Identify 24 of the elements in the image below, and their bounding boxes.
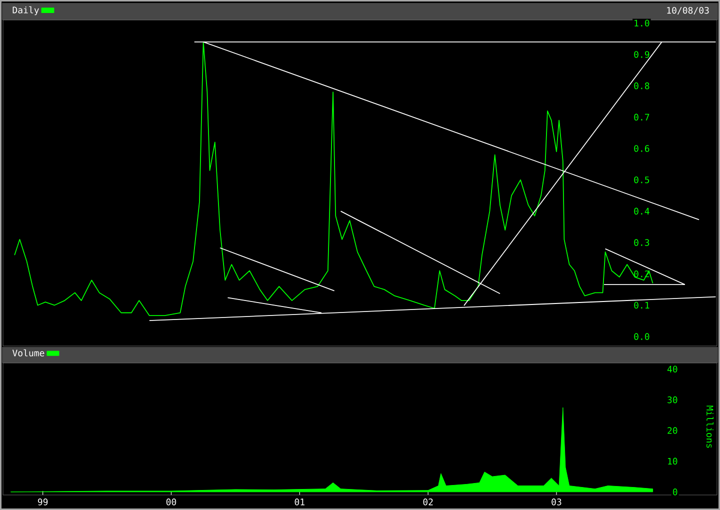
y-tick-label: 0.1: [634, 302, 650, 309]
y-tick-label: 0.7: [634, 114, 650, 121]
y-tick-label: 0.5: [634, 176, 650, 184]
x-tick-label: 01: [294, 498, 304, 506]
y-tick-label: 0.9: [634, 51, 650, 58]
y-tick-label: 0: [672, 488, 678, 496]
x-tick-label: 02: [423, 498, 433, 506]
y-tick-label: 0.4: [634, 208, 650, 215]
y-tick-label: 0.3: [634, 239, 650, 246]
x-tick-label: 00: [166, 498, 176, 506]
y-tick-label: 0.6: [634, 145, 650, 152]
y-axis-title: Millions: [706, 406, 714, 448]
y-tick-label: 20: [668, 427, 678, 434]
y-tick-label: 40: [667, 366, 678, 373]
x-tick-label: 03: [552, 498, 562, 506]
legend-label: Volume: [12, 349, 44, 356]
y-tick-label: 0.0: [634, 333, 650, 340]
y-tick-label: 30: [668, 396, 678, 404]
y-tick-label: 1.0: [634, 20, 650, 27]
y-tick-label: 10: [668, 458, 678, 465]
legend-label: Daily: [12, 6, 39, 16]
x-tick-label: 99: [38, 498, 48, 506]
y-tick-label: 0.8: [634, 82, 650, 90]
text: 10/08/03: [667, 6, 709, 14]
